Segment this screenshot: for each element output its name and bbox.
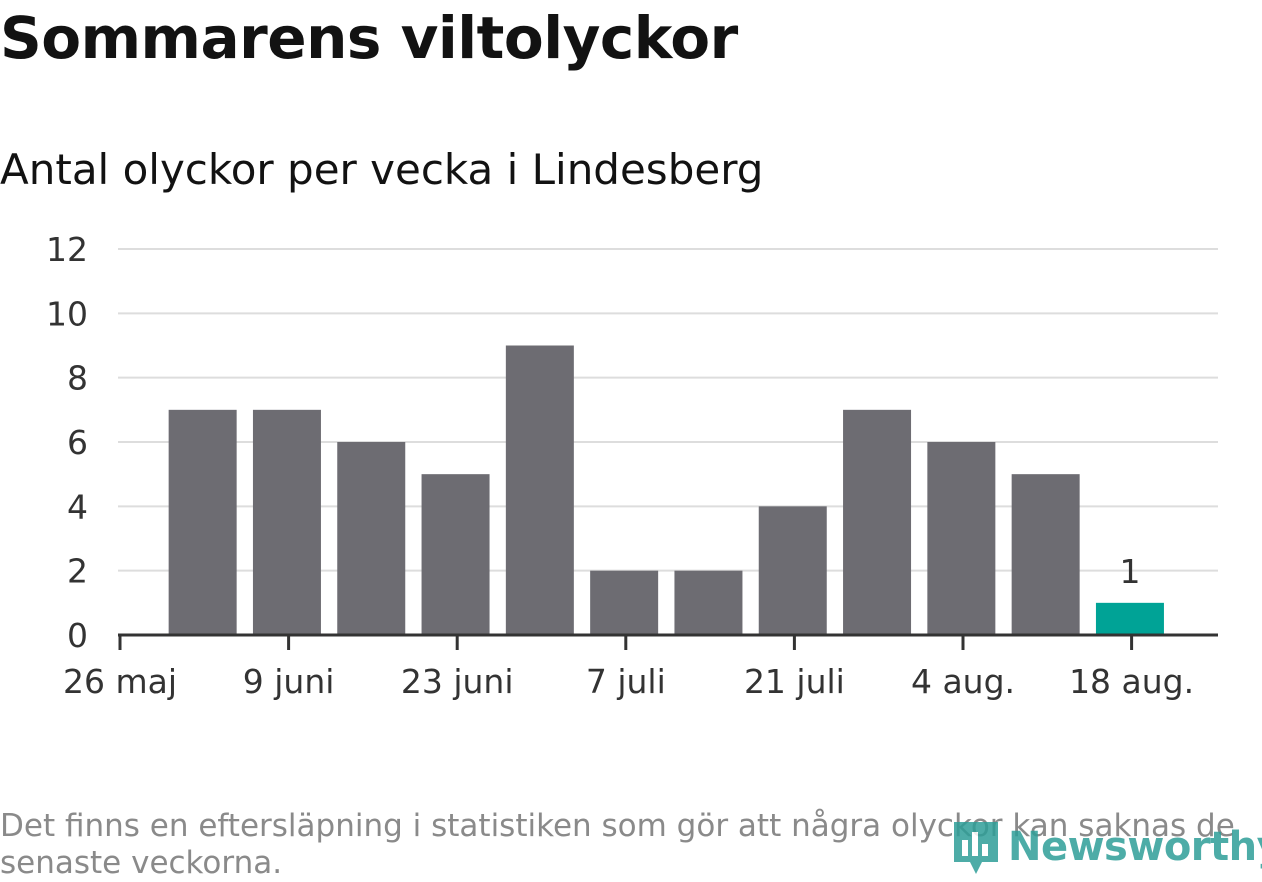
- x-tick-label: 26 maj: [63, 662, 177, 701]
- bar: [505, 345, 574, 635]
- x-tick-label: 9 juni: [243, 662, 335, 701]
- bar: [1095, 602, 1164, 635]
- y-tick-label: 10: [46, 294, 88, 333]
- bar: [927, 442, 996, 635]
- bar: [843, 409, 912, 635]
- bar: [758, 506, 827, 635]
- bar: [590, 570, 659, 635]
- bar: [674, 570, 743, 635]
- bar-chart: 0 2 4 6 8 10 12 1 26 maj 9 juni 23 juni 7 juli 21 ju…: [46, 230, 1218, 701]
- x-tick-label: 21 juli: [744, 662, 845, 701]
- bar: [252, 409, 321, 635]
- footnote: Det finns en eftersläpning i statistiken…: [0, 808, 1235, 881]
- y-tick-label: 4: [67, 487, 88, 526]
- x-tick-label: 4 aug.: [911, 662, 1015, 701]
- newsworthy-logo: Newsworthy: [952, 818, 1262, 876]
- bar: [168, 409, 237, 635]
- bar-data-label: 1: [1119, 552, 1140, 591]
- y-tick-label: 8: [67, 359, 88, 398]
- chart-title: Sommarens viltolyckor: [0, 4, 738, 72]
- newsworthy-logo-text: Newsworthy: [1008, 824, 1262, 870]
- y-tick-label: 12: [46, 230, 88, 269]
- bar: [421, 474, 490, 635]
- y-tick-label: 0: [67, 616, 88, 655]
- y-tick-label: 6: [67, 423, 88, 462]
- x-tick-label: 23 juni: [401, 662, 514, 701]
- bars: [168, 345, 1164, 635]
- bar: [1011, 474, 1080, 635]
- newsworthy-logo-icon: [954, 822, 998, 874]
- x-tick-label: 18 aug.: [1069, 662, 1194, 701]
- bar: [337, 442, 406, 635]
- tick-labels: 0 2 4 6 8 10 12 1 26 maj 9 juni 23 juni 7 juli 21 ju…: [46, 230, 1194, 701]
- chart-subtitle: Antal olyckor per vecka i Lindesberg: [0, 145, 764, 194]
- y-tick-label: 2: [67, 552, 88, 591]
- x-axis: [118, 633, 1218, 650]
- x-tick-label: 7 juli: [586, 662, 666, 701]
